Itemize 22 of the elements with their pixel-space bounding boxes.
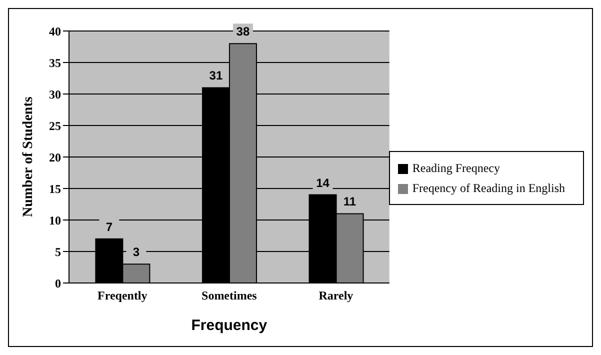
y-tick-label: 15 [49, 182, 61, 196]
y-tick-label: 35 [49, 56, 61, 70]
legend-label: Reading Freqnecy [412, 160, 500, 174]
x-tick-label: Rarely [318, 288, 354, 303]
y-tick-label: 0 [55, 276, 61, 290]
y-tick-label: 25 [49, 118, 61, 133]
x-tick-label: Sometimes [202, 288, 258, 303]
y-tick-label: 30 [49, 87, 61, 102]
y-tick-label: 5 [55, 244, 61, 259]
data-label: 14 [316, 176, 330, 190]
y-tick-label: 40 [49, 24, 61, 38]
x-tick-label: Freqently [98, 288, 148, 303]
data-label: 3 [132, 245, 140, 260]
y-axis-title: Number of Students [20, 96, 36, 217]
data-label: 7 [106, 220, 113, 234]
data-label: 11 [343, 194, 356, 209]
data-label: 31 [209, 68, 223, 83]
x-axis-title: Frequency [191, 317, 268, 334]
y-tick-label: 10 [49, 213, 61, 228]
y-tick-label: 20 [49, 150, 61, 164]
data-label: 38 [236, 24, 250, 39]
legend-label: Freqency of Reading in English [412, 180, 565, 194]
